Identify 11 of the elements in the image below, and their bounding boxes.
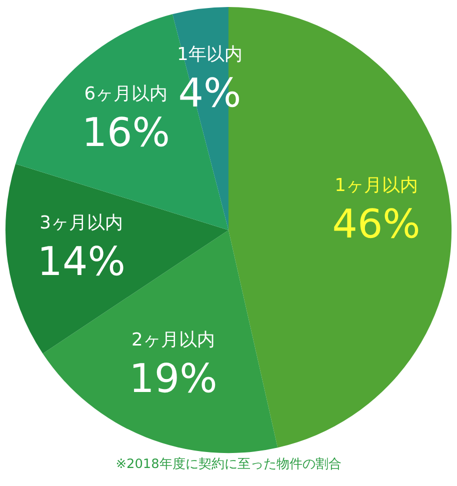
slice-label: 1年以内 bbox=[177, 44, 242, 65]
data-label: 14% bbox=[37, 239, 126, 286]
data-label: 16% bbox=[82, 110, 170, 156]
data-label: 4% bbox=[178, 70, 242, 116]
slice-label: 3ヶ月以内 bbox=[40, 212, 123, 234]
slice-label: 1ヶ月以内 bbox=[334, 174, 418, 196]
data-label: 19% bbox=[129, 356, 218, 402]
data-label: 46% bbox=[332, 201, 420, 248]
slice-label: 2ヶ月以内 bbox=[132, 329, 215, 350]
slice-label: 6ヶ月以内 bbox=[84, 84, 168, 105]
text: ※2018年度に契約に至った物件の割合 bbox=[116, 456, 342, 472]
